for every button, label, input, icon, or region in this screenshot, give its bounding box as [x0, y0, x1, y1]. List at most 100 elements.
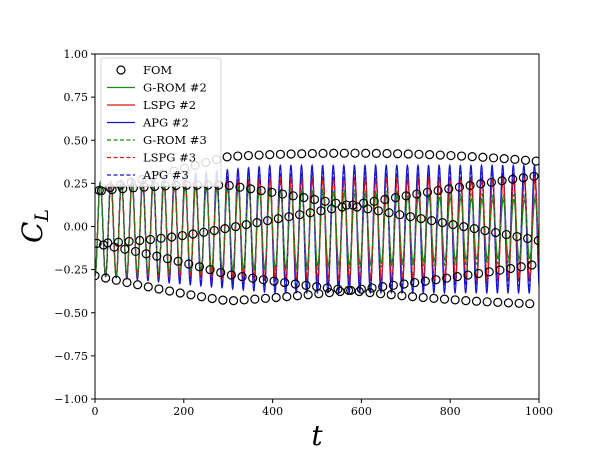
fom-marker	[495, 265, 505, 275]
fom-marker	[454, 182, 465, 192]
fom-marker	[427, 216, 437, 226]
fom-marker	[501, 229, 511, 240]
fom-marker	[491, 227, 501, 238]
fom-marker	[431, 275, 441, 285]
fom-marker	[444, 184, 454, 194]
fom-marker	[418, 292, 428, 303]
fom-marker	[371, 148, 381, 158]
fom-marker	[390, 193, 401, 203]
fom-marker	[224, 180, 234, 191]
fom-marker	[459, 221, 469, 232]
fom-marker	[273, 214, 283, 224]
fom-marker	[280, 277, 290, 288]
fom-marker	[95, 271, 100, 281]
legend-label: G-ROM #3	[143, 133, 207, 147]
fom-marker	[303, 290, 313, 300]
fom-marker	[231, 221, 241, 232]
fom-marker	[369, 196, 379, 206]
fom-marker	[341, 200, 352, 210]
fom-marker	[412, 189, 422, 199]
fom-marker	[205, 264, 215, 275]
fom-marker	[529, 171, 539, 181]
fom-marker	[254, 150, 264, 160]
fom-marker	[133, 280, 143, 290]
fom-marker	[209, 225, 219, 236]
fom-marker	[271, 292, 281, 303]
fom-marker	[382, 148, 392, 159]
y-tick-label: 1.00	[64, 48, 89, 61]
fom-marker	[437, 218, 447, 228]
fom-marker	[367, 283, 377, 293]
fom-marker	[508, 174, 518, 184]
fom-marker	[480, 225, 490, 236]
x-axis-title: t	[311, 419, 323, 449]
fom-marker	[122, 277, 132, 288]
legend-label: APG #3	[142, 168, 189, 182]
fom-marker	[465, 180, 475, 191]
fom-marker	[173, 256, 183, 266]
fom-marker	[260, 293, 271, 303]
fom-marker	[348, 200, 358, 210]
fom-marker	[484, 267, 494, 277]
fom-marker	[237, 272, 247, 282]
fom-marker	[450, 295, 460, 305]
fom-marker	[435, 150, 445, 160]
fom-marker	[499, 154, 509, 164]
fom-marker	[397, 291, 407, 301]
legend-item: LSPG #3	[107, 151, 196, 165]
fom-marker	[177, 230, 187, 241]
fom-marker	[103, 238, 113, 248]
legend-marker	[116, 65, 126, 75]
x-tick-label: 1000	[525, 405, 553, 418]
fom-marker	[384, 208, 394, 218]
fom-marker	[275, 149, 286, 159]
fom-marker	[393, 149, 403, 159]
fom-marker	[290, 279, 300, 289]
fom-marker	[516, 262, 526, 272]
fom-marker	[388, 280, 398, 290]
fom-marker	[222, 152, 232, 162]
series-layer	[95, 148, 539, 309]
fom-marker	[124, 236, 134, 247]
fom-marker	[245, 184, 256, 194]
fom-marker	[288, 191, 298, 201]
fom-marker	[156, 233, 166, 243]
fom-marker	[294, 210, 305, 220]
fom-marker	[164, 286, 175, 296]
fom-marker	[452, 272, 462, 282]
y-tick-label: 0.00	[64, 221, 89, 234]
fom-marker	[414, 149, 424, 159]
fom-marker	[469, 223, 479, 234]
fom-marker	[277, 189, 288, 199]
fom-marker	[196, 292, 207, 302]
fom-marker	[241, 220, 251, 230]
x-tick-label: 400	[262, 405, 283, 418]
fom-marker	[316, 206, 326, 216]
fom-marker	[267, 187, 277, 197]
fom-marker	[301, 280, 311, 290]
fom-marker	[228, 295, 239, 306]
y-tick-label: −1.00	[54, 393, 88, 406]
fom-marker	[297, 149, 307, 159]
fom-marker	[395, 210, 405, 220]
fom-marker	[248, 273, 258, 283]
fom-marker	[478, 152, 488, 162]
fom-marker	[329, 148, 339, 158]
fom-marker	[525, 299, 535, 309]
fom-marker	[175, 288, 185, 298]
fom-marker	[320, 196, 330, 206]
fom-marker	[363, 204, 373, 214]
fom-marker	[269, 276, 279, 286]
fom-marker	[286, 149, 296, 159]
fom-marker	[356, 284, 366, 294]
legend-label: FOM	[143, 63, 172, 77]
fom-marker	[503, 298, 514, 308]
fom-marker	[318, 148, 328, 158]
x-tick-label: 600	[351, 405, 372, 418]
x-tick-label: 800	[440, 405, 461, 418]
fom-marker	[523, 233, 533, 244]
fom-marker	[399, 279, 409, 289]
fom-marker	[467, 152, 477, 162]
y-tick-label: −0.25	[54, 264, 88, 277]
fom-marker	[403, 149, 413, 159]
